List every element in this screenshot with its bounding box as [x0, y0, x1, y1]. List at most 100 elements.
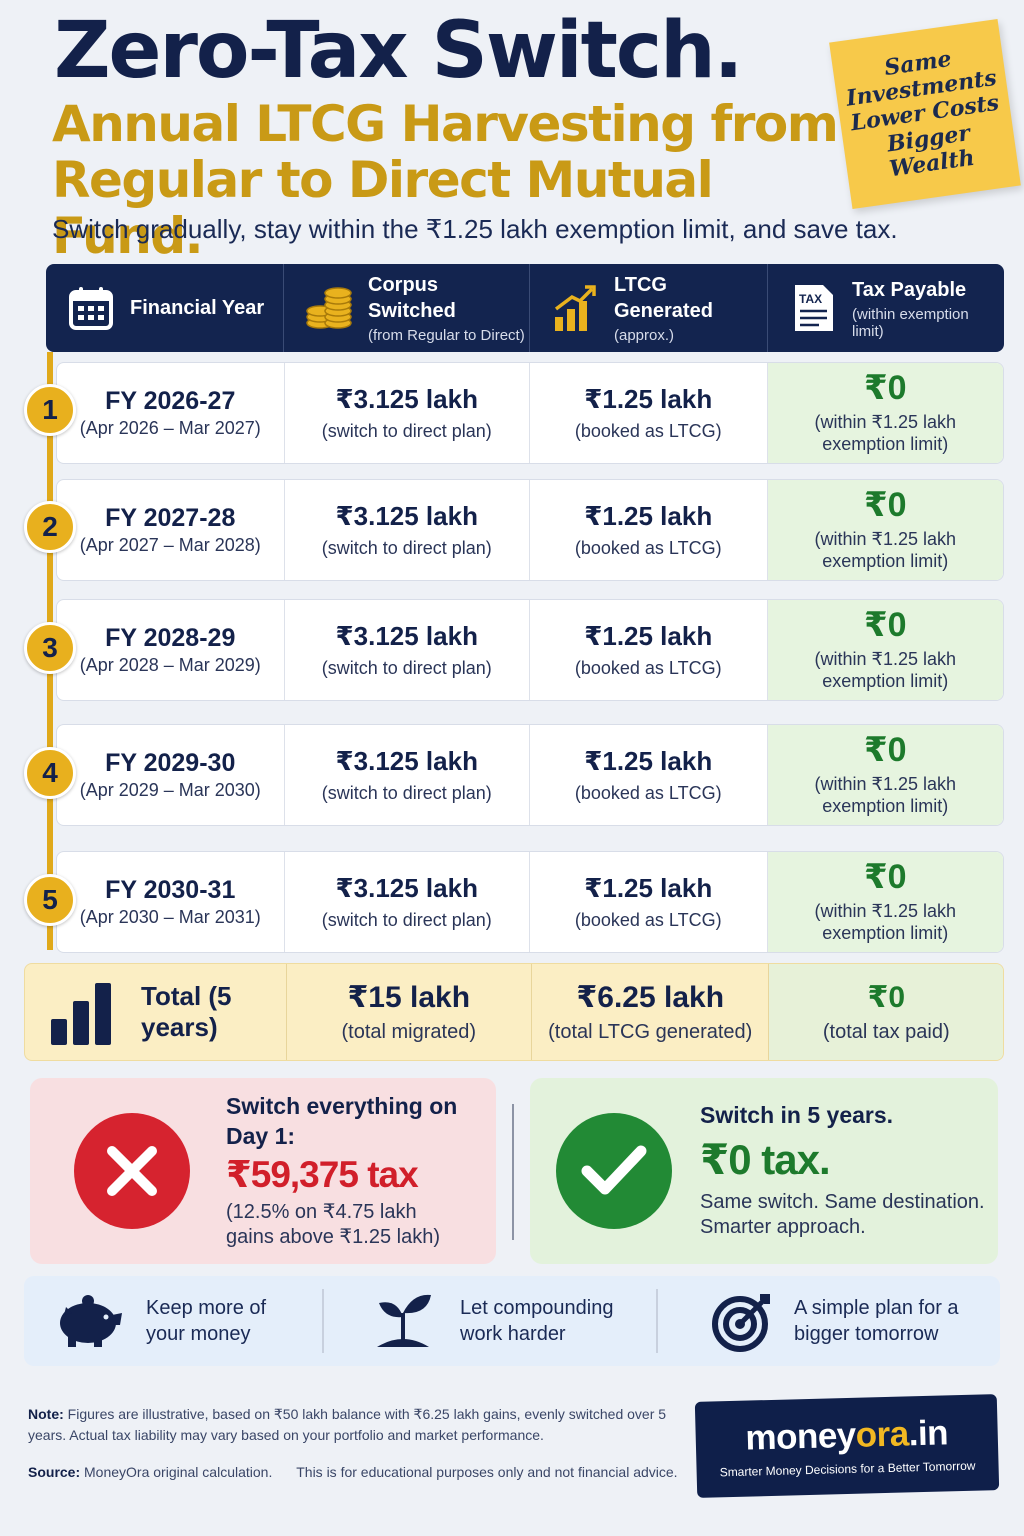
fy-label: FY 2030-31: [105, 876, 236, 904]
bad-amount: ₹59,375 tax: [226, 1153, 419, 1195]
corpus-value: ₹3.125 lakh: [335, 873, 478, 903]
tax-note: (within ₹1.25 lakh exemption limit): [814, 900, 957, 944]
total-row: Total (5 years) ₹15 lakh (total migrated)…: [24, 963, 1004, 1061]
tax-value: ₹0: [863, 605, 907, 644]
brand-name-c: .in: [908, 1413, 949, 1454]
ltcg-value: ₹1.25 lakh: [584, 501, 713, 531]
header-subtitle: (from Regular to Direct): [368, 327, 525, 344]
benefit-item: Let compounding work harder: [324, 1289, 658, 1353]
benefit-text: A simple plan for a bigger tomorrow: [794, 1297, 959, 1345]
table-row: FY 2027-28 (Apr 2027 – Mar 2028) ₹3.125 l…: [56, 479, 1004, 581]
check-icon: [556, 1113, 672, 1229]
header-ltcg-generated: LTCG Generated (approx.): [530, 264, 768, 352]
benefit-item: A simple plan for a bigger tomorrow: [658, 1289, 998, 1353]
table-row: FY 2030-31 (Apr 2030 – Mar 2031) ₹3.125 l…: [56, 851, 1004, 953]
sprout-icon: [368, 1291, 438, 1351]
ltcg-note: (booked as LTCG): [574, 783, 722, 803]
fy-period: (Apr 2026 – Mar 2027): [79, 418, 261, 438]
brand-name-b: ora: [855, 1414, 910, 1455]
tax-icon-label: TAX: [799, 292, 822, 306]
source-label: Source:: [28, 1464, 81, 1480]
benefit-item: Keep more of your money: [24, 1289, 324, 1353]
piggy-bank-icon: [54, 1291, 124, 1351]
fy-period: (Apr 2030 – Mar 2031): [79, 907, 261, 927]
page-title: Zero-Tax Switch.: [54, 6, 743, 96]
step-badge: 3: [24, 622, 76, 674]
sticky-note-text: Same Investments Lower Costs Bigger Weal…: [844, 45, 1001, 183]
ltcg-note: (booked as LTCG): [574, 910, 722, 930]
fy-period: (Apr 2029 – Mar 2030): [79, 780, 261, 800]
benefit-text: Keep more of your money: [146, 1297, 267, 1345]
tax-note: (within ₹1.25 lakh exemption limit): [814, 773, 957, 817]
corpus-note: (switch to direct plan): [321, 910, 492, 930]
header-title: Corpus Switched: [368, 274, 456, 322]
comparison-divider: [512, 1104, 514, 1240]
page-subtitle: Annual LTCG Harvesting from Regular to D…: [52, 95, 839, 265]
header-tax-payable: TAX Tax Payable (within exemption limit): [768, 264, 1004, 352]
header-subtitle: (within exemption limit): [852, 305, 969, 340]
table-header: Financial Year Corpus Switched (from Regu…: [46, 264, 1004, 352]
fy-label: FY 2028-29: [105, 624, 236, 652]
step-badge: 1: [24, 384, 76, 436]
cross-icon: [74, 1113, 190, 1229]
total-corpus: ₹15 lakh: [347, 981, 471, 1014]
tax-value: ₹0: [863, 368, 907, 407]
ltcg-value: ₹1.25 lakh: [584, 384, 713, 414]
footer-note: Note: Figures are illustrative, based on…: [28, 1404, 708, 1446]
sticky-note: Same Investments Lower Costs Bigger Weal…: [829, 18, 1021, 210]
comparison-bad-card: Switch everything on Day 1: ₹59,375 tax …: [30, 1078, 496, 1264]
tax-note: (within ₹1.25 lakh exemption limit): [814, 411, 957, 455]
corpus-value: ₹3.125 lakh: [335, 746, 478, 776]
growth-chart-icon: [550, 283, 600, 333]
total-label-cell: Total (5 years): [25, 964, 287, 1060]
header-financial-year: Financial Year: [46, 264, 284, 352]
corpus-value: ₹3.125 lakh: [335, 384, 478, 414]
brand-logo: moneyora.in Smarter Money Decisions for …: [694, 1394, 1000, 1498]
bad-note: (12.5% on ₹4.75 lakh gains above ₹1.25 l…: [226, 1200, 440, 1248]
note-label: Note:: [28, 1406, 64, 1422]
brand-name: moneyora.in: [745, 1413, 949, 1458]
ltcg-value: ₹1.25 lakh: [584, 746, 713, 776]
comparison-good-card: Switch in 5 years. ₹0 tax. Same switch. …: [530, 1078, 998, 1264]
benefit-text: Let compounding work harder: [460, 1297, 614, 1345]
tax-value: ₹0: [863, 730, 907, 769]
header-title: Tax Payable: [852, 278, 967, 301]
disclaimer-text: This is for educational purposes only an…: [296, 1464, 678, 1480]
total-corpus-note: (total migrated): [341, 1021, 476, 1043]
table-row: FY 2028-29 (Apr 2028 – Mar 2029) ₹3.125 l…: [56, 599, 1004, 701]
corpus-value: ₹3.125 lakh: [335, 501, 478, 531]
fy-period: (Apr 2027 – Mar 2028): [79, 535, 261, 555]
brand-slogan: Smarter Money Decisions for a Better Tom…: [719, 1458, 976, 1480]
calendar-icon: [66, 283, 116, 333]
tax-note: (within ₹1.25 lakh exemption limit): [814, 648, 957, 692]
tax-document-icon: TAX: [788, 283, 838, 333]
header-title: Financial Year: [130, 297, 265, 319]
bar-chart-icon: [51, 983, 111, 1045]
corpus-note: (switch to direct plan): [321, 538, 492, 558]
step-badge: 2: [24, 501, 76, 553]
ltcg-value: ₹1.25 lakh: [584, 873, 713, 903]
total-tax: ₹0: [867, 981, 906, 1014]
fy-label: FY 2027-28: [105, 504, 236, 532]
total-tax-note: (total tax paid): [822, 1021, 950, 1043]
coins-icon: [304, 283, 354, 333]
tagline: Switch gradually, stay within the ₹1.25 …: [52, 214, 898, 244]
total-ltcg: ₹6.25 lakh: [576, 981, 725, 1014]
step-badge: 4: [24, 747, 76, 799]
header-corpus-switched: Corpus Switched (from Regular to Direct): [284, 264, 530, 352]
source-text: MoneyOra original calculation.: [84, 1464, 273, 1480]
corpus-note: (switch to direct plan): [321, 421, 492, 441]
good-heading: Switch in 5 years.: [700, 1102, 894, 1128]
ltcg-note: (booked as LTCG): [574, 658, 722, 678]
ltcg-note: (booked as LTCG): [574, 538, 722, 558]
note-text: Figures are illustrative, based on ₹50 l…: [28, 1406, 667, 1443]
table-row: FY 2029-30 (Apr 2029 – Mar 2030) ₹3.125 l…: [56, 724, 1004, 826]
header-title: LTCG Generated: [614, 274, 713, 322]
total-ltcg-note: (total LTCG generated): [548, 1021, 753, 1043]
fy-label: FY 2026-27: [105, 387, 236, 415]
brand-name-a: money: [744, 1415, 857, 1458]
fy-label: FY 2029-30: [105, 749, 236, 777]
footer-source: Source: MoneyOra original calculation. T…: [28, 1464, 678, 1480]
tax-value: ₹0: [863, 485, 907, 524]
tax-note: (within ₹1.25 lakh exemption limit): [814, 528, 957, 572]
